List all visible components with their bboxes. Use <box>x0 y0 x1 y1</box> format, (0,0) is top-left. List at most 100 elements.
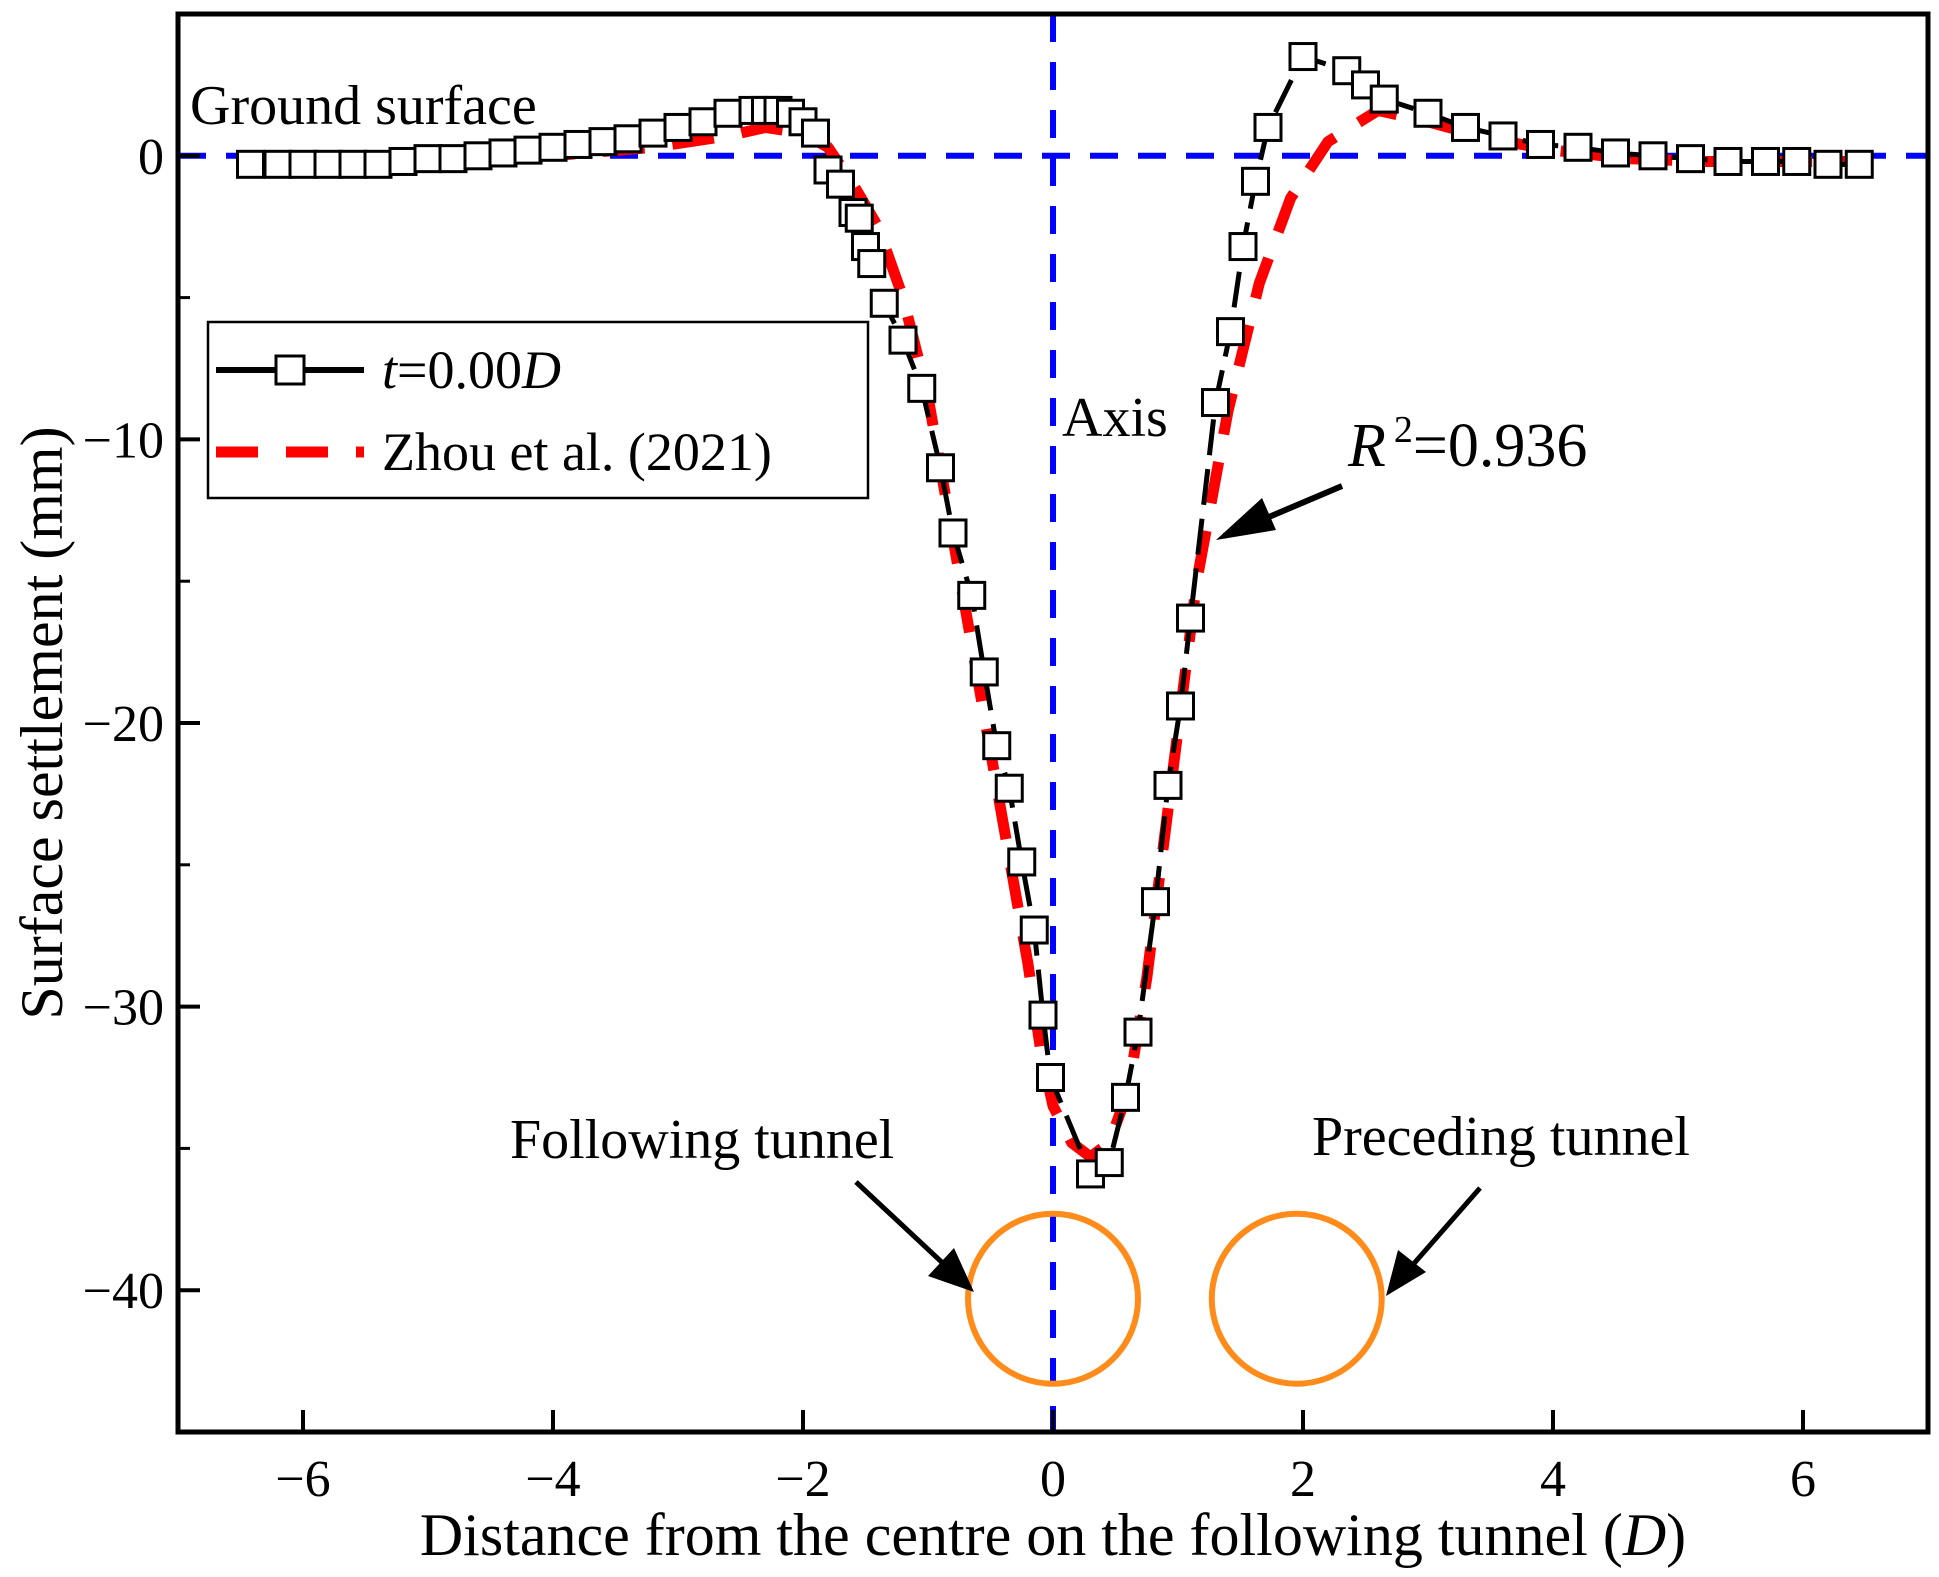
data-point-marker <box>488 138 518 168</box>
y-tick-label: 0 <box>138 129 164 186</box>
data-point-marker <box>588 127 618 157</box>
axis-label: Axis <box>1062 387 1168 449</box>
data-point-marker <box>1676 144 1705 174</box>
x-tick-label: 0 <box>1040 1451 1066 1508</box>
data-point-marker <box>1563 132 1593 162</box>
x-tick-label: −6 <box>275 1451 330 1508</box>
data-point-marker <box>857 249 887 279</box>
data-point-marker <box>1288 42 1318 72</box>
y-tick-label: −10 <box>83 412 164 469</box>
legend-item-series-2: Zhou et al. (2021) <box>216 422 772 482</box>
series-markers <box>236 42 1874 1189</box>
x-axis-title-close: ) <box>1666 1502 1686 1568</box>
data-point-marker <box>413 144 443 174</box>
data-point-marker <box>869 288 899 318</box>
x-axis-title-main: Distance from the centre on the followin… <box>420 1502 1623 1568</box>
data-point-marker <box>1216 317 1245 347</box>
x-axis-title-unit: D <box>1622 1502 1666 1568</box>
r2-label: R 2=0.936 <box>1347 409 1587 480</box>
data-point-marker <box>613 124 643 154</box>
plot-area <box>178 14 1928 1432</box>
data-point-marker <box>826 169 855 199</box>
x-axis-ticks: −6 −4 −2 0 2 4 6 <box>275 1410 1816 1508</box>
data-point-marker <box>513 135 543 165</box>
series-line-zhou-et-al <box>253 104 1853 1163</box>
data-point-marker <box>1036 1063 1065 1092</box>
data-point-marker <box>1369 84 1399 114</box>
data-point-marker <box>957 580 987 610</box>
data-point-marker <box>263 149 293 179</box>
data-point-marker <box>1601 138 1630 168</box>
y-axis-title: Surface settlement (mm) <box>9 426 75 1019</box>
legend-label-value: =0.00 <box>397 340 522 400</box>
data-point-marker <box>888 325 918 355</box>
data-point-marker <box>563 129 593 159</box>
legend-label-series-1: t=0.00D <box>382 340 561 400</box>
following-tunnel-arrow <box>854 1180 950 1270</box>
r2-value: =0.936 <box>1413 412 1587 480</box>
data-point-marker <box>1844 149 1874 179</box>
data-point-marker <box>1111 1082 1140 1112</box>
legend-box <box>206 320 870 500</box>
data-point-marker <box>982 731 1012 761</box>
data-point-marker <box>907 373 937 403</box>
x-tick-label: −4 <box>525 1451 580 1508</box>
x-tick-label: 4 <box>1540 1451 1566 1508</box>
data-point-marker <box>663 112 693 142</box>
ground-surface-label: Ground surface <box>190 75 537 137</box>
data-point-marker <box>1028 1000 1058 1030</box>
legend-marker-series-1 <box>274 354 306 386</box>
data-point-marker <box>1813 149 1843 179</box>
data-point-marker <box>338 149 368 179</box>
data-point-marker <box>1123 1017 1153 1047</box>
y-tick-label: −20 <box>83 696 164 753</box>
data-point-marker <box>388 146 418 176</box>
data-point-marker <box>938 518 968 548</box>
data-point-marker <box>994 773 1024 803</box>
data-point-marker <box>713 98 743 128</box>
preceding-tunnel-label: Preceding tunnel <box>1312 1106 1690 1168</box>
data-point-marker <box>1413 98 1443 128</box>
following-tunnel-circle <box>965 1210 1141 1387</box>
data-point-marker <box>1751 146 1780 176</box>
data-point-marker <box>1094 1148 1124 1178</box>
data-point-marker <box>1153 770 1183 800</box>
data-point-marker <box>969 657 999 687</box>
data-point-marker <box>638 118 668 148</box>
preceding-tunnel-circle <box>1208 1210 1385 1387</box>
data-point-marker <box>688 107 718 137</box>
r2-arrow-head <box>1216 498 1276 540</box>
data-point-marker <box>1019 915 1049 945</box>
x-tick-label: −2 <box>775 1451 830 1508</box>
data-point-marker <box>1451 112 1480 142</box>
tunnel-circles <box>965 1210 1385 1387</box>
following-tunnel-arrow-head <box>928 1248 974 1292</box>
legend-item-series-1: t=0.00D <box>216 340 561 400</box>
x-tick-label: 6 <box>1790 1451 1816 1508</box>
data-point-marker <box>1141 887 1170 917</box>
data-point-marker <box>1526 129 1555 159</box>
preceding-tunnel-arrow <box>1408 1186 1482 1270</box>
data-point-marker <box>438 144 468 174</box>
y-tick-label: −30 <box>83 980 164 1037</box>
y-tick-label: −40 <box>83 1263 164 1320</box>
data-point-marker <box>1638 141 1668 171</box>
reference-lines <box>178 14 1928 1432</box>
data-point-marker <box>363 149 393 179</box>
data-point-marker <box>1253 112 1283 142</box>
preceding-tunnel-arrow-head <box>1386 1250 1426 1296</box>
data-point-marker <box>463 141 493 171</box>
data-point-marker <box>288 149 318 179</box>
y-axis-ticks: −40 −30 −20 −10 0 <box>83 12 200 1434</box>
data-point-marker <box>1201 388 1230 418</box>
legend-label-series-2: Zhou et al. (2021) <box>382 422 772 482</box>
x-tick-label: 2 <box>1290 1451 1316 1508</box>
data-point-marker <box>1241 166 1270 196</box>
data-point-marker <box>1782 146 1812 176</box>
x-axis-title: Distance from the centre on the followin… <box>420 1502 1686 1568</box>
legend-label-d: D <box>521 340 561 400</box>
data-point-marker <box>1713 146 1743 176</box>
data-point-marker <box>1176 603 1205 633</box>
r2-exponent: 2 <box>1394 409 1413 451</box>
